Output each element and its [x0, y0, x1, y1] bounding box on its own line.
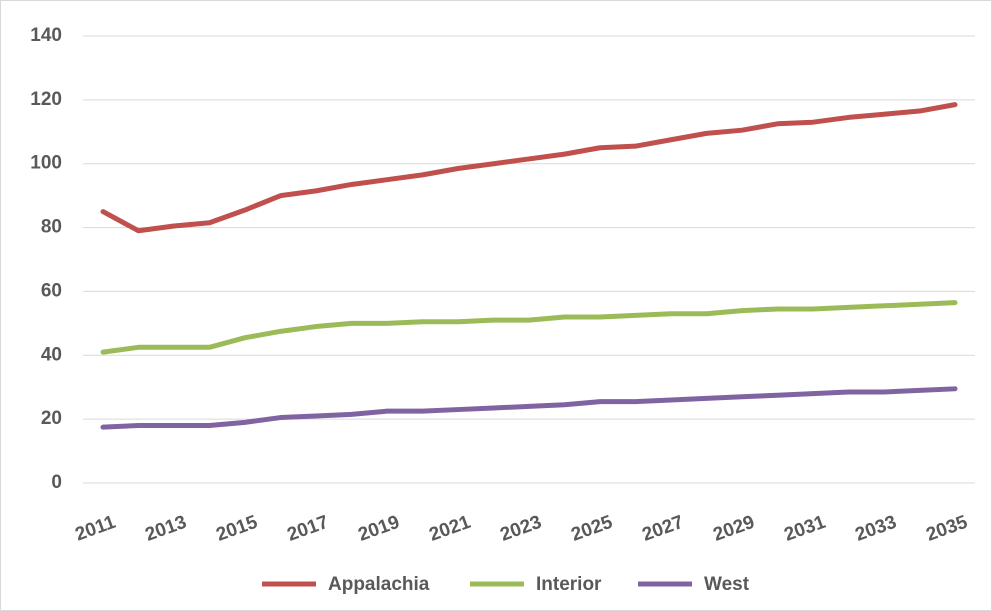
y-tick-label: 0: [51, 472, 62, 493]
y-tick-label: 20: [41, 408, 62, 429]
legend-label: Interior: [536, 574, 602, 595]
y-tick-label: 100: [30, 153, 62, 174]
legend-label: Appalachia: [328, 574, 430, 595]
y-tick-label: 60: [41, 280, 62, 301]
series-line: [100, 102, 958, 234]
y-tick-label: 140: [30, 25, 62, 46]
y-tick-label: 80: [41, 217, 62, 238]
y-tick-label: 40: [41, 344, 62, 365]
legend-label: West: [704, 574, 750, 595]
series-line: [100, 300, 958, 355]
y-tick-label: 120: [30, 89, 62, 110]
series-line: [100, 386, 958, 430]
